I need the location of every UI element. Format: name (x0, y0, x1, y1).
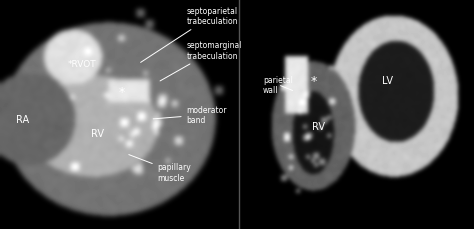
Text: parietal
wall: parietal wall (263, 76, 293, 95)
Text: *: * (118, 86, 125, 98)
Text: septoparietal
trabeculation: septoparietal trabeculation (141, 7, 238, 63)
Text: septomarginal
trabeculation: septomarginal trabeculation (160, 41, 242, 82)
Text: RV: RV (91, 128, 104, 138)
Text: *: * (310, 74, 317, 87)
Text: LV: LV (382, 76, 392, 86)
Text: RA: RA (16, 114, 29, 125)
Text: papillary
muscle: papillary muscle (129, 155, 191, 182)
Text: RV: RV (312, 121, 325, 131)
Text: moderator
band: moderator band (153, 105, 227, 125)
Text: *RVOT: *RVOT (68, 60, 97, 69)
